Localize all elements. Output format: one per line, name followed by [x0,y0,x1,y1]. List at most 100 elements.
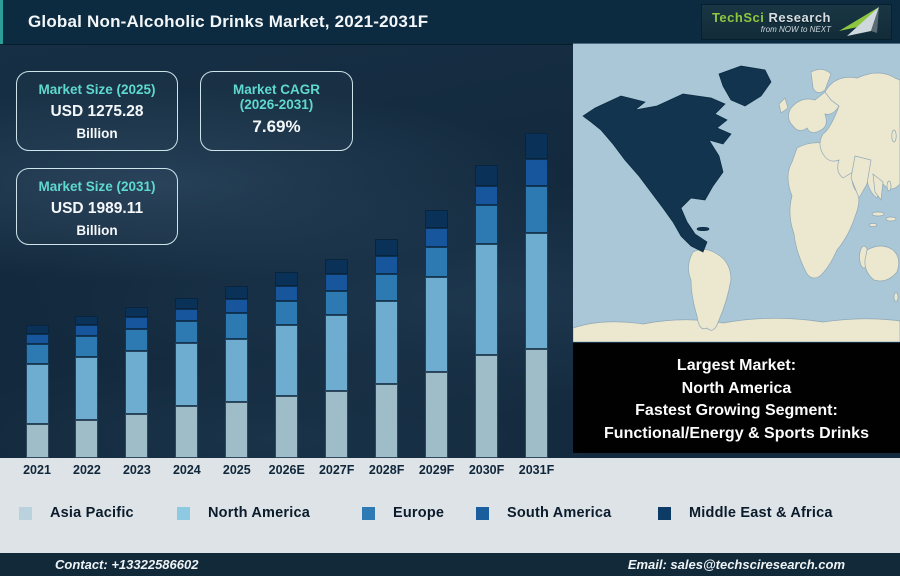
bar-2021-segment-asia-pacific [25,424,49,458]
bar-2027F [325,259,349,458]
market-size-2025-box: Market Size (2025) USD 1275.28 Billion [16,71,178,151]
bar-2023-segment-north-america [125,351,149,414]
title-bar: Global Non-Alcoholic Drinks Market, 2021… [0,0,900,45]
map-landmasses [572,69,900,343]
bar-2023-segment-middle-east-africa [125,307,149,317]
bar-2029F-segment-south-america [425,228,449,247]
bar-2022-segment-north-america [75,357,99,420]
highlight-line-2: North America [681,379,792,397]
bar-2026E-segment-north-america [275,325,299,396]
bar-2029F-segment-north-america [425,277,449,372]
bar-2027F-segment-asia-pacific [325,391,349,458]
market-size-2031-unit: Billion [76,223,118,238]
bar-2031F-segment-south-america [525,159,548,186]
bar-2031F [525,133,548,458]
legend-swatch-north-america [177,506,190,520]
market-size-2031-box: Market Size (2031) USD 1989.11 Billion [16,168,178,245]
bar-2021-segment-middle-east-africa [25,325,49,334]
bar-2031F-segment-asia-pacific [525,349,548,458]
bar-2021-segment-north-america [25,364,49,424]
bar-2021-segment-south-america [25,334,49,344]
highlight-line-3: Fastest Growing Segment: [635,402,838,419]
bar-2024-segment-south-america [175,309,199,321]
brand-name-secondary: Research [768,9,831,25]
bar-2028F-segment-europe [375,274,399,301]
bar-2026E [275,272,299,458]
map-north-america-highlight [582,65,772,253]
bar-2023-segment-south-america [125,317,149,329]
market-cagr-box: Market CAGR (2026-2031) 7.69% [200,71,353,151]
bar-2025-segment-north-america [225,339,249,402]
legend-label-north-america: North America [208,505,310,521]
bar-2030F [475,165,499,458]
brand-tagline: from NOW to NEXT [760,24,831,34]
x-axis-label-2029F: 2029F [418,463,455,477]
legend-label-europe: Europe [393,505,445,521]
brand-logo-text: TechSci Research from NOW to NEXT [711,9,831,34]
x-axis-label-2025: 2025 [222,463,251,477]
footer-contact: Contact: +13322586602 [55,557,199,572]
market-size-2025-value: USD 1275.28 [50,103,144,120]
x-axis-label-2024: 2024 [172,463,201,477]
bar-2026E-segment-asia-pacific [275,396,299,458]
legend-item-asia-pacific: Asia Pacific [19,505,134,521]
bar-2021-segment-europe [25,344,49,364]
market-size-2031-label: Market Size (2031) [38,179,156,194]
legend-swatch-south-america [476,506,489,520]
bar-2030F-segment-north-america [475,244,499,355]
bar-2031F-segment-middle-east-africa [525,133,548,159]
x-axis-label-2026E: 2026E [268,463,305,477]
bar-2028F-segment-north-america [375,301,399,384]
market-cagr-value: 7.69% [252,117,301,136]
bar-2027F-segment-middle-east-africa [325,259,349,274]
highlight-box: Largest Market: North America Fastest Gr… [573,343,900,453]
world-map [572,43,900,343]
bar-2025-segment-europe [225,313,249,339]
x-axis-label-2031F: 2031F [518,463,555,477]
footer-bar: Contact: +13322586602 Email: sales@techs… [0,553,900,576]
bar-2028F-segment-south-america [375,256,399,274]
bottom-band: 2021 2022 2023 2024 2025 2026E 2027F 2028F 2029F… [0,458,900,553]
x-axis-label-2022: 2022 [73,463,101,477]
highlight-line-4: Functional/Energy & Sports Drinks [604,424,869,442]
legend-item-middle-east-africa: Middle East & Africa [658,505,833,521]
bar-2026E-segment-south-america [275,286,299,301]
bar-2024-segment-north-america [175,343,199,406]
title-accent-bar [0,0,3,44]
bar-2024-segment-middle-east-africa [175,298,199,309]
market-size-2031-value: USD 1989.11 [50,200,144,217]
x-axis-label-2021: 2021 [23,463,51,477]
legend-swatch-middle-east-africa [658,506,671,520]
bar-2027F-segment-south-america [325,274,349,291]
bar-2024-segment-europe [175,321,199,343]
highlight-line-1: Largest Market: [676,357,797,374]
bar-2030F-segment-europe [475,205,499,244]
market-cagr-label-line1: Market CAGR [232,82,321,97]
market-size-2025-label: Market Size (2025) [38,82,156,97]
bar-2028F-segment-middle-east-africa [375,239,399,256]
bar-2022-segment-asia-pacific [75,420,99,458]
bar-2031F-segment-europe [525,186,548,233]
bar-2022-segment-south-america [75,325,99,336]
bar-2029F-segment-middle-east-africa [425,210,449,228]
bar-2023-segment-europe [125,329,149,351]
brand-name-primary: TechSci [711,9,765,25]
legend-label-asia-pacific: Asia Pacific [50,505,134,521]
bar-2025-segment-middle-east-africa [225,286,249,299]
bar-2026E-segment-europe [275,301,299,325]
bar-2023-segment-asia-pacific [125,414,149,458]
stacked-bar-chart [0,44,570,458]
brand-logo: TechSci Research from NOW to NEXT [700,4,892,40]
bar-2022-segment-middle-east-africa [75,316,99,325]
bar-2024-segment-asia-pacific [175,406,199,458]
bar-2029F-segment-asia-pacific [425,372,449,458]
bar-2026E-segment-middle-east-africa [275,272,299,286]
bar-2027F-segment-north-america [325,315,349,391]
bar-2030F-segment-asia-pacific [475,355,499,458]
footer-email: Email: sales@techsciresearch.com [627,557,845,572]
bar-2023 [125,307,149,458]
legend-swatch-europe [362,506,375,520]
page-title: Global Non-Alcoholic Drinks Market, 2021… [28,12,429,31]
legend-label-middle-east-africa: Middle East & Africa [689,505,833,521]
